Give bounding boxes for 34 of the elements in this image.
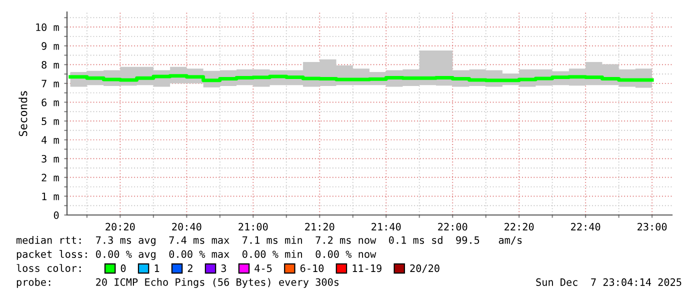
legend-label: 11-19 xyxy=(352,264,382,272)
legend-label: 6-10 xyxy=(300,264,324,272)
x-tick-label: 21:40 xyxy=(372,222,401,231)
text: packet loss: 0.00 % avg 0.00 % max 0.00 % min 0.00 % now xyxy=(16,250,376,260)
x-tick-label: 22:20 xyxy=(504,222,534,231)
legend-label: 0 xyxy=(120,264,126,272)
x-tick-label: 20:40 xyxy=(172,222,202,231)
legend-label: 20/20 xyxy=(410,264,440,273)
y-tick-label: 2 m xyxy=(42,174,59,182)
text: median rtt: 7.3 ms avg 7.4 ms max 7.1 ms min 7.2 ms now 0.1 ms sd 99.5 am/s xyxy=(16,236,522,246)
legend-label: 1 xyxy=(154,264,160,272)
y-axis-title: Seconds xyxy=(18,91,28,136)
legend-label: 4-5 xyxy=(254,264,272,272)
y-tick-label: 7 m xyxy=(42,80,59,88)
legend-label: 2 xyxy=(188,264,192,272)
legend-label: 3 xyxy=(221,264,226,272)
x-tick-label: 21:20 xyxy=(305,222,334,231)
text: probe: 20 ICMP Echo Pings (56 Bytes) every 300s xyxy=(16,278,339,288)
y-tick-label: 0 xyxy=(54,211,59,220)
legend-title: loss color: xyxy=(16,264,81,272)
y-tick-label: 8 m xyxy=(42,60,59,69)
y-tick-label: 1 m xyxy=(42,192,59,200)
text: Sun Dec 7 23:04:14 2025 xyxy=(536,278,682,286)
y-tick-label: 5 m xyxy=(42,118,59,126)
x-tick-label: 20:20 xyxy=(106,222,135,231)
x-tick-label: 23:00 xyxy=(638,222,667,231)
y-tick-label: 10 m xyxy=(36,23,59,32)
x-tick-label: 22:40 xyxy=(571,222,600,231)
y-tick-label: 3 m xyxy=(42,154,59,163)
y-tick-label: 9 m xyxy=(42,42,59,50)
x-tick-label: 22:00 xyxy=(438,222,468,231)
y-tick-label: 6 m xyxy=(42,98,59,106)
x-tick-label: 21:00 xyxy=(238,222,268,231)
y-tick-label: 4 m xyxy=(42,136,59,144)
